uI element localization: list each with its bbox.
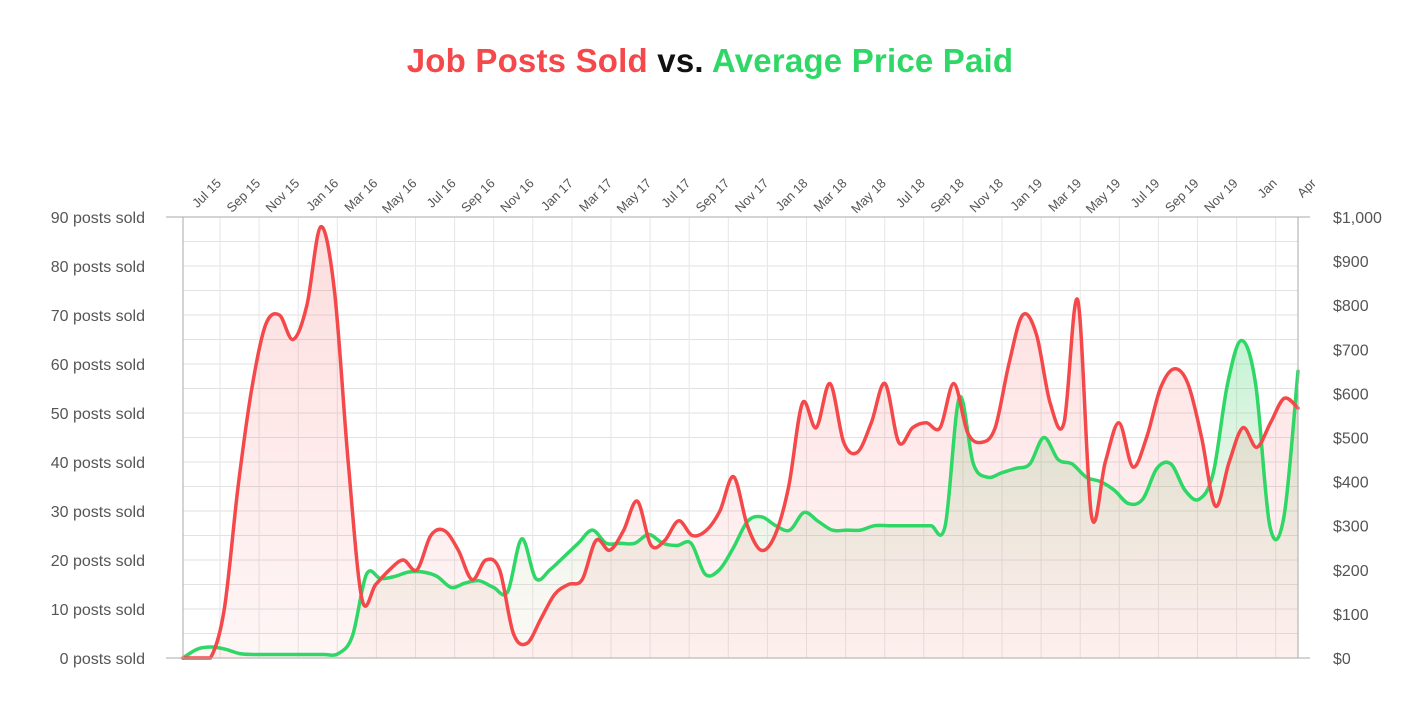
posts-area: [183, 226, 1298, 658]
x-tick-label: May 16: [379, 176, 420, 217]
y-right-tick-label: $400: [1333, 475, 1369, 492]
y-right-tick-label: $700: [1333, 342, 1369, 359]
y-right-tick-label: $800: [1333, 298, 1369, 315]
y-left-tick-label: 40 posts sold: [51, 455, 145, 472]
x-tick-label: Nov 18: [966, 176, 1006, 216]
x-tick-label: Sep 17: [693, 176, 733, 216]
x-tick-label: Jul 19: [1127, 176, 1162, 211]
x-tick-label: Nov 17: [732, 176, 772, 216]
x-tick-label: Sep 19: [1162, 176, 1202, 216]
x-tick-label: Jul 17: [658, 176, 693, 211]
y-right-tick-label: $1,000: [1333, 210, 1382, 227]
x-tick-label: Mar 17: [576, 176, 615, 215]
area-fills: [183, 226, 1298, 658]
title-posts: Job Posts Sold: [406, 42, 648, 79]
x-tick-label: May 17: [613, 176, 654, 217]
y-right-tick-label: $0: [1333, 651, 1351, 668]
title-price: Average Price Paid: [711, 42, 1014, 79]
x-tick-label: Jan 17: [538, 176, 576, 214]
y-left-tick-label: 0 posts sold: [60, 651, 145, 668]
y-right-tick-label: $100: [1333, 607, 1369, 624]
x-tick-label: May 19: [1083, 176, 1124, 217]
series-line-average-price-paid: [181, 338, 1300, 660]
x-tick-label: Jul 16: [424, 176, 459, 211]
x-tick-label: Jan 19: [1007, 176, 1045, 214]
y-right-tick-label: $500: [1333, 431, 1369, 448]
x-tick-label: Mar 16: [341, 176, 380, 215]
x-tick-label: Jan 16: [303, 176, 341, 214]
x-tick-label: Mar 18: [810, 176, 849, 215]
x-tick-label: Nov 16: [497, 176, 537, 216]
y-right-tick-label: $200: [1333, 563, 1369, 580]
x-tick-label: Jul 18: [893, 176, 928, 211]
x-tick-label: Sep 18: [927, 176, 967, 216]
series-line-job-posts-sold: [181, 225, 1300, 660]
y-left-tick-label: 50 posts sold: [51, 406, 145, 423]
x-tick-label: Nov 15: [263, 176, 303, 216]
y-left-tick-label: 30 posts sold: [51, 504, 145, 521]
y-left-tick-label: 10 posts sold: [51, 602, 145, 619]
title-vs: vs.: [657, 42, 704, 79]
x-tick-label: Jul 15: [189, 176, 224, 211]
x-tick-label: Sep 15: [223, 176, 263, 216]
y-right-tick-label: $300: [1333, 519, 1369, 536]
series-lines: [181, 225, 1300, 660]
x-tick-label: Mar 19: [1045, 176, 1084, 215]
x-tick-label: Apr: [1294, 175, 1319, 200]
chart-title: Job Posts Sold vs. Average Price Paid: [0, 42, 1420, 80]
y-left-tick-label: 70 posts sold: [51, 308, 145, 325]
x-tick-label: Jan 18: [772, 176, 810, 214]
y-left-tick-label: 80 posts sold: [51, 259, 145, 276]
y-left-tick-label: 60 posts sold: [51, 357, 145, 374]
x-tick-label: Jan: [1254, 176, 1279, 201]
y-right-tick-label: $600: [1333, 386, 1369, 403]
x-tick-label: Nov 19: [1201, 176, 1241, 216]
y-left-tick-label: 90 posts sold: [51, 210, 145, 227]
x-tick-label: May 18: [848, 176, 889, 217]
y-right-tick-label: $900: [1333, 254, 1369, 271]
x-tick-label: Sep 16: [458, 176, 498, 216]
y-left-tick-label: 20 posts sold: [51, 553, 145, 570]
